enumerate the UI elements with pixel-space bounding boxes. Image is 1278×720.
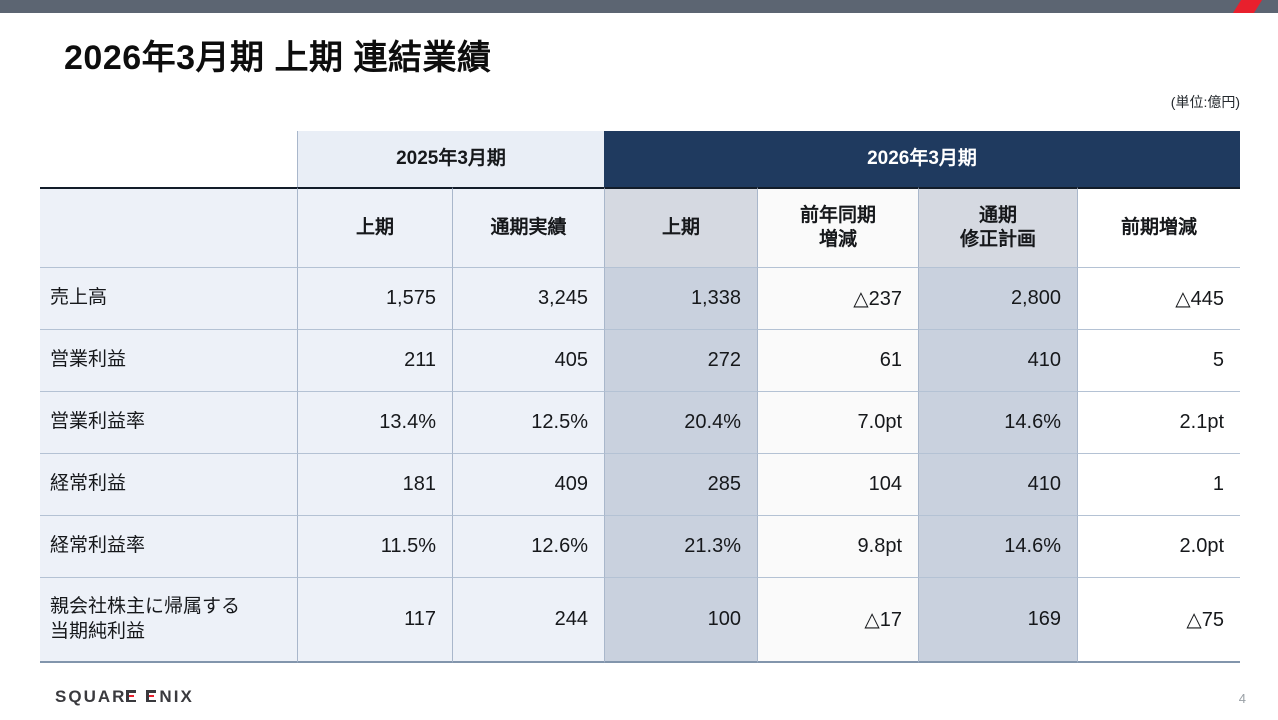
cell-value: 244 bbox=[452, 578, 604, 663]
logo-letter: X bbox=[180, 687, 194, 706]
cell-value: 169 bbox=[918, 578, 1077, 663]
logo-letter-bar bbox=[126, 690, 129, 702]
logo-letter: Q bbox=[68, 687, 84, 706]
results-table: 2025年3月期 2026年3月期 上期 通期実績 上期 前年同期 増減 通期 … bbox=[40, 131, 1240, 663]
cell-value: 3,245 bbox=[452, 268, 604, 330]
cell-value: 117 bbox=[297, 578, 452, 663]
logo-letter-bar bbox=[146, 699, 157, 702]
cell-value: 12.6% bbox=[452, 516, 604, 578]
logo-letter: A bbox=[97, 687, 113, 706]
cell-value: 14.6% bbox=[918, 516, 1077, 578]
column-header-2025-h1: 上期 bbox=[297, 187, 452, 268]
logo-letter: I bbox=[173, 687, 181, 706]
cell-value: 5 bbox=[1077, 330, 1240, 392]
cell-value: △237 bbox=[757, 268, 918, 330]
cell-value: 410 bbox=[918, 330, 1077, 392]
column-group-2026: 2026年3月期 bbox=[604, 131, 1240, 187]
cell-value: 104 bbox=[757, 454, 918, 516]
cell-value: 272 bbox=[604, 330, 757, 392]
row-label: 売上高 bbox=[40, 268, 297, 330]
cell-value: 2.1pt bbox=[1077, 392, 1240, 454]
logo-letter-e bbox=[126, 690, 137, 702]
logo-letter-e bbox=[146, 690, 157, 702]
red-diagonal-icon bbox=[1232, 0, 1263, 13]
cell-value: 13.4% bbox=[297, 392, 452, 454]
row-label: 経常利益率 bbox=[40, 516, 297, 578]
cell-value: 410 bbox=[918, 454, 1077, 516]
row-label: 営業利益 bbox=[40, 330, 297, 392]
logo-letter-bar bbox=[147, 694, 155, 698]
cell-value: 2.0pt bbox=[1077, 516, 1240, 578]
top-accent-bar bbox=[0, 0, 1278, 13]
cell-value: 21.3% bbox=[604, 516, 757, 578]
cell-value: 405 bbox=[452, 330, 604, 392]
page-number: 4 bbox=[1238, 691, 1246, 706]
cell-value: 181 bbox=[297, 454, 452, 516]
logo-letter-bar bbox=[146, 690, 149, 702]
cell-value: 1,575 bbox=[297, 268, 452, 330]
cell-value: 12.5% bbox=[452, 392, 604, 454]
cell-value: 7.0pt bbox=[757, 392, 918, 454]
column-header-prev-change: 前期増減 bbox=[1077, 187, 1240, 268]
cell-value: 211 bbox=[297, 330, 452, 392]
cell-value: 409 bbox=[452, 454, 604, 516]
cell-value: 2,800 bbox=[918, 268, 1077, 330]
logo-letter: U bbox=[83, 687, 98, 706]
column-header-yoy-change: 前年同期 増減 bbox=[757, 187, 918, 268]
logo-letter-bar bbox=[146, 690, 157, 693]
column-header-revised-plan: 通期 修正計画 bbox=[918, 187, 1077, 268]
cell-value: 1 bbox=[1077, 454, 1240, 516]
cell-value: 9.8pt bbox=[757, 516, 918, 578]
cell-value: 61 bbox=[757, 330, 918, 392]
logo-letter: N bbox=[159, 687, 174, 706]
row-label: 営業利益率 bbox=[40, 392, 297, 454]
row-label: 親会社株主に帰属する 当期純利益 bbox=[40, 578, 297, 663]
logo-letter-bar bbox=[127, 694, 135, 698]
cell-value: △75 bbox=[1077, 578, 1240, 663]
logo-letter: S bbox=[55, 687, 69, 706]
unit-note: (単位:億円) bbox=[1170, 94, 1240, 110]
cell-value: △17 bbox=[757, 578, 918, 663]
column-header-2025-fy: 通期実績 bbox=[452, 187, 604, 268]
page-title: 2026年3月期 上期 連結業績 bbox=[64, 39, 492, 77]
column-group-2025: 2025年3月期 bbox=[297, 131, 604, 187]
logo-letter-bar bbox=[126, 699, 137, 702]
row-label: 経常利益 bbox=[40, 454, 297, 516]
cell-value: 11.5% bbox=[297, 516, 452, 578]
cell-value: 20.4% bbox=[604, 392, 757, 454]
cell-value: 1,338 bbox=[604, 268, 757, 330]
logo-letter: R bbox=[112, 687, 127, 706]
cell-value: 285 bbox=[604, 454, 757, 516]
cell-value: 100 bbox=[604, 578, 757, 663]
cell-value: 14.6% bbox=[918, 392, 1077, 454]
header-corner-cell bbox=[40, 131, 297, 187]
header-row-label-cell bbox=[40, 187, 297, 268]
logo-letter-bar bbox=[126, 690, 137, 693]
column-header-2026-h1: 上期 bbox=[604, 187, 757, 268]
cell-value: △445 bbox=[1077, 268, 1240, 330]
